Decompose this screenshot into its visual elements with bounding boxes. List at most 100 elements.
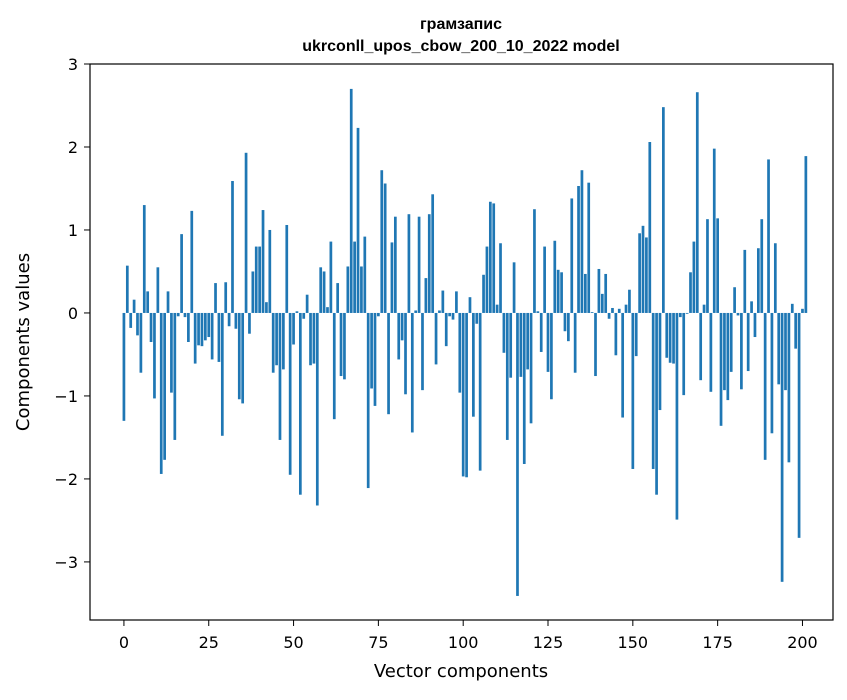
- bar-124: [543, 246, 546, 313]
- bar-44: [271, 312, 275, 373]
- bar-179: [729, 312, 733, 372]
- chart-title-line1: грамзапис: [420, 16, 502, 33]
- bar-31: [227, 312, 231, 327]
- bar-106: [482, 274, 485, 313]
- bar-40: [258, 246, 261, 313]
- bar-99: [458, 312, 462, 393]
- bar-42: [265, 302, 268, 313]
- bar-68: [353, 241, 356, 313]
- bar-175: [716, 218, 719, 313]
- bar-28: [217, 312, 221, 362]
- bar-109: [492, 203, 496, 313]
- bar-95: [444, 312, 448, 347]
- bar-38: [251, 271, 255, 313]
- bar-157: [655, 312, 658, 495]
- bar-195: [784, 312, 787, 391]
- bar-193: [777, 312, 781, 385]
- bar-70: [360, 266, 363, 313]
- bar-126: [550, 312, 553, 400]
- bar-117: [519, 312, 523, 377]
- bar-69: [356, 127, 360, 313]
- bar-24: [203, 312, 207, 341]
- bar-121: [533, 209, 536, 313]
- bar-177: [723, 312, 726, 391]
- bar-164: [678, 312, 682, 318]
- bar-35: [241, 312, 245, 404]
- bar-122: [536, 311, 540, 313]
- bar-102: [468, 297, 472, 313]
- bar-172: [706, 219, 709, 313]
- bar-13: [166, 291, 170, 313]
- bar-184: [746, 312, 750, 372]
- y-tick-label: −2: [54, 470, 78, 489]
- bar-43: [268, 229, 272, 313]
- bar-97: [451, 312, 455, 320]
- bar-30: [224, 282, 228, 313]
- bar-182: [740, 312, 743, 390]
- bar-52: [298, 312, 302, 495]
- bar-98: [455, 291, 458, 313]
- bar-156: [651, 312, 655, 469]
- bar-151: [634, 312, 638, 357]
- bar-74: [373, 312, 377, 406]
- bar-26: [210, 312, 214, 360]
- bar-48: [285, 224, 289, 313]
- bar-67: [349, 88, 353, 313]
- bar-169: [695, 92, 699, 313]
- bar-168: [692, 241, 696, 313]
- bar-140: [597, 268, 601, 313]
- bar-183: [743, 249, 747, 313]
- bar-55: [309, 312, 312, 366]
- bar-150: [631, 312, 635, 469]
- y-tick-label: −3: [54, 553, 78, 572]
- bar-143: [607, 312, 611, 319]
- bar-23: [200, 312, 204, 347]
- bar-81: [397, 312, 401, 360]
- bar-166: [685, 312, 689, 314]
- bar-41: [261, 210, 265, 313]
- bar-153: [641, 225, 645, 313]
- bar-20: [190, 210, 194, 313]
- bar-1: [125, 265, 129, 313]
- bar-118: [522, 312, 526, 464]
- bar-25: [207, 312, 211, 338]
- bar-154: [645, 237, 648, 313]
- bar-2: [129, 312, 133, 328]
- bar-96: [448, 312, 451, 317]
- bar-21: [193, 312, 197, 364]
- bar-83: [404, 312, 407, 395]
- bar-77: [383, 183, 387, 313]
- y-tick-label: 0: [68, 304, 78, 323]
- bar-32: [231, 181, 234, 313]
- bar-56: [312, 312, 316, 364]
- bar-139: [594, 312, 597, 377]
- bar-84: [407, 214, 411, 313]
- bar-5: [139, 312, 143, 373]
- bar-134: [577, 185, 580, 313]
- x-tick-label: 75: [368, 633, 388, 652]
- bar-62: [332, 312, 336, 420]
- bar-92: [434, 312, 438, 365]
- bar-18: [183, 312, 187, 318]
- bar-185: [750, 301, 753, 313]
- bar-7: [146, 291, 150, 313]
- y-tick-label: 1: [68, 221, 78, 240]
- bar-93: [438, 310, 441, 313]
- bar-113: [505, 312, 509, 440]
- bar-165: [682, 312, 686, 396]
- bar-190: [767, 159, 770, 313]
- bar-196: [787, 312, 791, 463]
- bar-49: [288, 312, 292, 475]
- bar-45: [275, 312, 278, 366]
- bar-111: [499, 243, 502, 313]
- bar-191: [770, 312, 774, 434]
- bar-158: [658, 312, 662, 411]
- bar-159: [662, 107, 665, 313]
- bar-147: [621, 312, 625, 418]
- bar-9: [153, 312, 156, 399]
- bar-73: [370, 312, 373, 389]
- bar-149: [628, 289, 631, 313]
- bar-4: [136, 312, 139, 336]
- bar-66: [346, 266, 350, 313]
- bar-79: [390, 242, 394, 313]
